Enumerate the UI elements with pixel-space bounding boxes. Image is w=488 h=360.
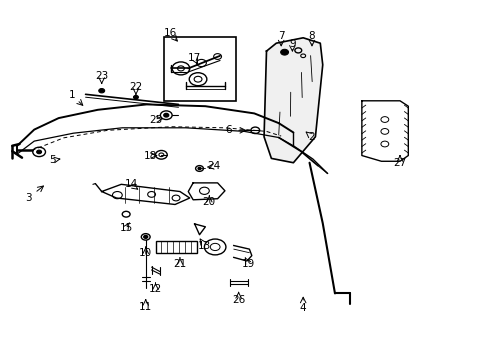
Text: 13: 13 [197, 240, 211, 251]
Circle shape [99, 89, 104, 93]
Text: 24: 24 [207, 161, 221, 171]
Text: 25: 25 [148, 114, 162, 125]
Text: 21: 21 [173, 258, 186, 269]
Text: 19: 19 [241, 258, 255, 269]
Circle shape [280, 49, 288, 55]
Text: 6: 6 [225, 125, 232, 135]
Circle shape [143, 235, 147, 238]
Bar [155, 241, 197, 253]
Text: 15: 15 [119, 222, 133, 233]
Text: 27: 27 [392, 158, 406, 168]
Text: 5: 5 [49, 155, 56, 165]
Text: 7: 7 [277, 31, 284, 41]
Text: 8: 8 [308, 31, 315, 41]
Text: 9: 9 [288, 39, 295, 49]
Polygon shape [264, 38, 322, 163]
Circle shape [133, 95, 138, 99]
Text: 26: 26 [231, 294, 245, 305]
Text: 3: 3 [25, 193, 32, 203]
Text: 2: 2 [308, 132, 315, 142]
Polygon shape [188, 183, 224, 200]
Text: 14: 14 [124, 179, 138, 189]
Text: 4: 4 [299, 303, 306, 313]
Polygon shape [102, 184, 189, 204]
Text: 11: 11 [139, 302, 152, 312]
Text: 17: 17 [187, 53, 201, 63]
Text: 16: 16 [163, 28, 177, 38]
Bar [163, 37, 236, 101]
Text: 1: 1 [69, 90, 76, 100]
Text: 18: 18 [143, 150, 157, 161]
Circle shape [163, 113, 168, 117]
Circle shape [37, 150, 41, 154]
Polygon shape [361, 101, 407, 161]
Text: 12: 12 [148, 284, 162, 294]
Text: 20: 20 [203, 197, 215, 207]
Text: 22: 22 [129, 82, 142, 92]
Circle shape [198, 167, 201, 170]
Text: 10: 10 [139, 248, 152, 258]
Text: 23: 23 [95, 71, 108, 81]
